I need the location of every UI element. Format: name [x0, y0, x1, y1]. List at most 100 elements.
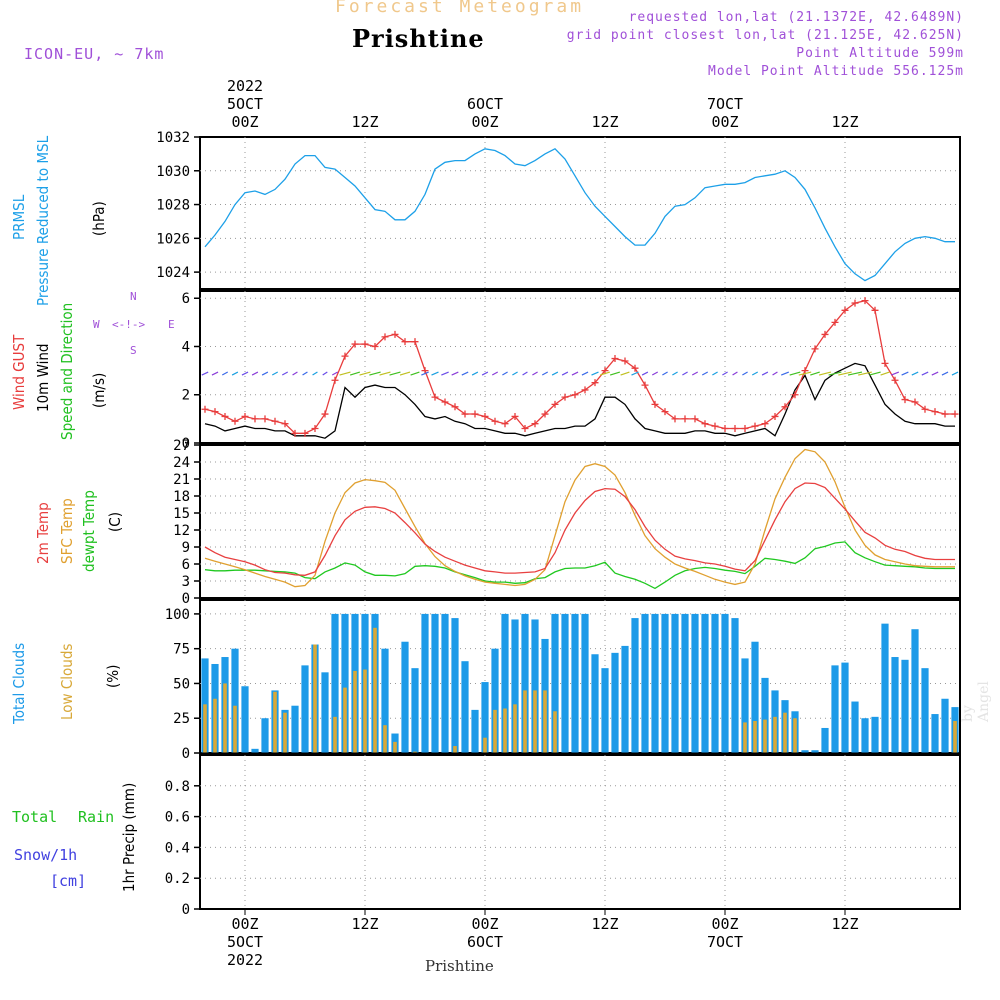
wind-direction-arrow	[571, 371, 579, 376]
wind-direction-arrow	[828, 371, 842, 376]
total-cloud-bar	[931, 714, 939, 753]
wind-direction-arrow	[890, 371, 900, 376]
low-cloud-bar	[743, 722, 747, 753]
gust-marker	[541, 410, 549, 418]
wind-direction-arrow	[302, 371, 308, 376]
wind-direction-arrow	[349, 371, 361, 376]
wind-direction-arrow	[359, 371, 371, 376]
gust-marker	[531, 420, 539, 428]
low-cloud-bar	[533, 690, 537, 753]
total-cloud-bar	[911, 629, 919, 753]
wind-direction-arrow	[599, 371, 611, 376]
gust-marker	[931, 408, 939, 416]
wind-direction-arrow	[431, 371, 439, 376]
total-cloud-bar	[461, 661, 469, 753]
date-label-bottom: 6OCT	[467, 933, 503, 951]
gust-marker	[861, 297, 869, 305]
precip-total-label: Total	[12, 808, 58, 826]
gust-marker	[731, 425, 739, 433]
wind-direction-arrow	[441, 371, 449, 376]
y-tick-label: 15	[173, 506, 190, 522]
gust-marker	[631, 364, 639, 372]
total-cloud-bar	[841, 662, 849, 753]
sfc-temp-line	[204, 448, 955, 588]
gust-marker	[661, 408, 669, 416]
wind-direction-arrow	[609, 371, 621, 376]
gust-marker	[461, 410, 469, 418]
y-tick-label: 0	[182, 902, 190, 918]
time-label-bottom: 00Z	[711, 915, 738, 933]
time-label-top: 12Z	[351, 113, 378, 131]
low-cloud-bar	[553, 711, 557, 753]
gust-marker	[581, 386, 589, 394]
wind-direction-arrow	[271, 371, 279, 376]
time-label-bottom: 12Z	[591, 915, 618, 933]
date-label-bottom: 7OCT	[707, 933, 743, 951]
wind-direction-arrow	[281, 371, 289, 376]
wind-direction-arrow	[471, 371, 479, 376]
wind-direction-arrow	[941, 371, 949, 376]
low-cloud-bar	[283, 712, 287, 753]
wind-direction-arrow	[389, 371, 401, 376]
gust-marker	[311, 425, 319, 433]
gust-marker	[341, 352, 349, 360]
wind-direction-arrow	[931, 371, 939, 376]
gust-marker	[741, 425, 749, 433]
wind-direction-arrow	[221, 371, 229, 376]
wind-direction-arrow	[951, 371, 959, 376]
wind-direction-arrow	[421, 371, 429, 376]
gust-marker	[651, 400, 659, 408]
wind-direction-arrow	[847, 371, 863, 376]
low-cloud-bar	[393, 741, 397, 753]
gust-marker	[621, 357, 629, 365]
panel-frame	[199, 290, 961, 444]
wind-gust-line	[204, 299, 955, 434]
gust-marker	[221, 412, 229, 420]
y-tick-label: 1026	[156, 231, 190, 247]
wind-direction-arrow	[251, 371, 259, 376]
total-cloud-bar	[831, 665, 839, 753]
compass-n: N	[130, 290, 137, 303]
wind-direction-arrow	[461, 371, 469, 376]
y-tick-label: 0	[182, 591, 190, 607]
wind-direction-arrow	[901, 371, 909, 376]
gust-marker	[821, 330, 829, 338]
total-cloud-bar	[731, 618, 739, 753]
wind-direction-arrow	[789, 371, 801, 376]
y-tick-label: 0.4	[165, 840, 190, 856]
low-cloud-bar	[953, 721, 957, 753]
low-cloud-bar	[223, 683, 227, 753]
gust-marker	[671, 415, 679, 423]
wind-direction-arrow	[331, 371, 339, 376]
low-cloud-bar	[453, 746, 457, 753]
gust-marker	[491, 417, 499, 425]
wind-direction-arrow	[798, 371, 812, 376]
gust-marker	[291, 429, 299, 437]
wind-direction-arrow	[880, 371, 890, 376]
wind-direction-arrow	[591, 371, 599, 376]
low-cloud-bar	[493, 709, 497, 753]
total-cloud-bar	[851, 701, 859, 753]
total-cloud-bar	[341, 613, 349, 753]
gust-marker	[941, 410, 949, 418]
compass-arrows: <-!->	[112, 318, 146, 331]
total-cloud-bar	[511, 619, 519, 753]
date-label-top: 5OCT	[227, 95, 263, 113]
wind-direction-arrow	[691, 371, 699, 376]
gust-marker	[881, 359, 889, 367]
date-label-bottom: 5OCT	[227, 933, 263, 951]
total-cloud-bar	[481, 682, 489, 753]
gust-marker	[891, 376, 899, 384]
gust-marker	[501, 420, 509, 428]
total-cloud-bar	[231, 648, 239, 753]
precip-snow-label: Snow/1h	[14, 846, 78, 864]
total-cloud-bar	[471, 709, 479, 753]
total-cloud-bar	[751, 641, 759, 753]
total-cloud-bar	[601, 668, 609, 753]
time-label-top: 00Z	[711, 113, 738, 131]
panel-frame	[199, 754, 961, 910]
gust-marker	[381, 333, 389, 341]
low-cloud-bar	[213, 698, 217, 753]
precip-cm-label: [cm]	[50, 872, 87, 890]
gust-marker	[641, 381, 649, 389]
